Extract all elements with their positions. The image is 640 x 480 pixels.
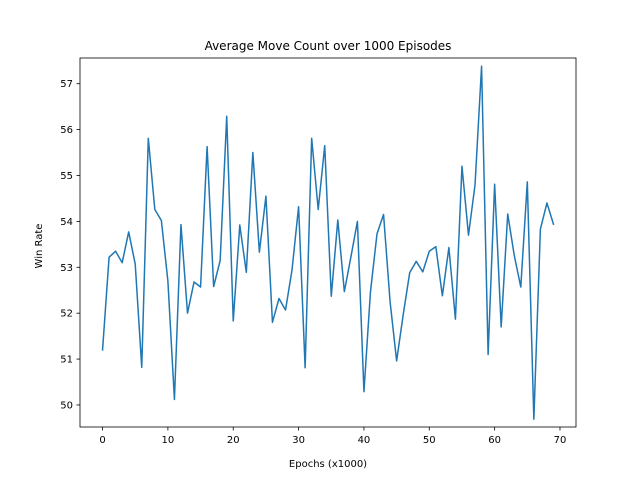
axes-frame <box>79 57 577 428</box>
y-tick-label: 56 <box>60 125 73 136</box>
x-tick-label: 40 <box>358 435 371 446</box>
y-tick-label: 50 <box>60 400 73 411</box>
series-line-0 <box>101 65 555 420</box>
x-tick-label: 10 <box>162 435 175 446</box>
x-tick-label: 60 <box>488 435 501 446</box>
plot-area: 0 10 20 30 40 50 60 70 50 51 52 53 54 55 56 57 <box>60 57 577 446</box>
x-tick-label: 0 <box>99 435 105 446</box>
y-tick-label: 51 <box>60 355 73 366</box>
y-tick-label: 55 <box>60 171 73 182</box>
y-axis-label: Win Rate <box>34 224 45 269</box>
x-tick-label: 20 <box>227 435 240 446</box>
x-tick-label: 70 <box>554 435 567 446</box>
chart-title: Average Move Count over 1000 Episodes <box>205 39 452 53</box>
y-tick-label: 57 <box>60 79 73 90</box>
y-tick-label: 54 <box>60 217 73 228</box>
y-tick-label: 53 <box>60 263 73 274</box>
x-tick-label: 50 <box>423 435 436 446</box>
x-tick-label: 30 <box>292 435 305 446</box>
y-tick-label: 52 <box>60 309 73 320</box>
x-axis-label: Epochs (x1000) <box>289 459 367 470</box>
